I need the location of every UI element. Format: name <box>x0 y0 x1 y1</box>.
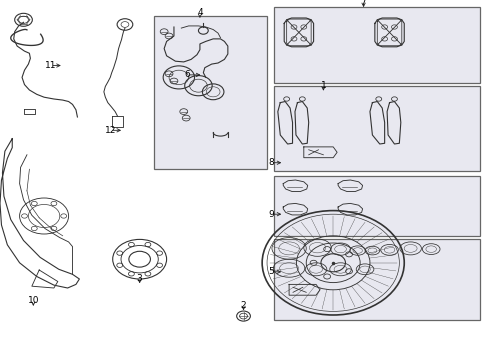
Text: 12: 12 <box>104 126 116 135</box>
Text: 1: 1 <box>320 81 326 90</box>
Text: 8: 8 <box>268 158 274 167</box>
Bar <box>154 16 267 169</box>
Text: 6: 6 <box>184 71 190 79</box>
Text: 2: 2 <box>241 301 246 310</box>
Text: 3: 3 <box>137 274 143 283</box>
Text: 10: 10 <box>27 296 39 305</box>
Text: 11: 11 <box>45 61 56 70</box>
Bar <box>274 86 480 171</box>
Bar <box>274 7 480 83</box>
Text: 9: 9 <box>268 210 274 219</box>
Bar <box>274 239 480 320</box>
Text: 4: 4 <box>197 8 203 17</box>
Text: 7: 7 <box>361 0 367 7</box>
Text: 5: 5 <box>268 267 274 276</box>
Bar <box>274 176 480 236</box>
